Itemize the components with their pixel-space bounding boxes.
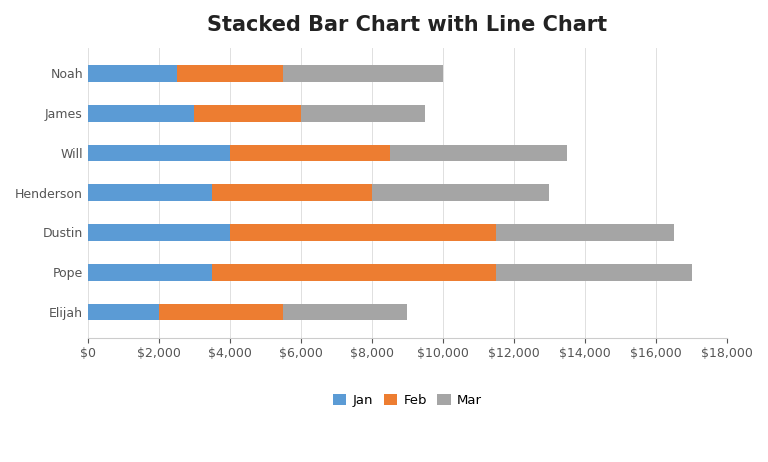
Bar bbox=[88, 224, 230, 241]
Title: Stacked Bar Chart with Line Chart: Stacked Bar Chart with Line Chart bbox=[207, 15, 607, 35]
Bar bbox=[389, 145, 568, 161]
Bar bbox=[230, 145, 389, 161]
Bar bbox=[212, 264, 496, 280]
Bar bbox=[301, 105, 425, 122]
Bar bbox=[372, 184, 549, 201]
Bar bbox=[230, 224, 496, 241]
Bar bbox=[194, 105, 301, 122]
Bar bbox=[283, 304, 407, 320]
Bar bbox=[212, 184, 372, 201]
Bar bbox=[159, 304, 283, 320]
Bar bbox=[88, 304, 159, 320]
Bar bbox=[283, 65, 443, 82]
Bar bbox=[177, 65, 283, 82]
Bar bbox=[88, 264, 212, 280]
Bar bbox=[496, 264, 691, 280]
Bar bbox=[88, 105, 194, 122]
Bar bbox=[88, 145, 230, 161]
Bar bbox=[88, 184, 212, 201]
Legend: Jan, Feb, Mar: Jan, Feb, Mar bbox=[326, 388, 488, 414]
Bar bbox=[88, 65, 177, 82]
Bar bbox=[496, 224, 674, 241]
